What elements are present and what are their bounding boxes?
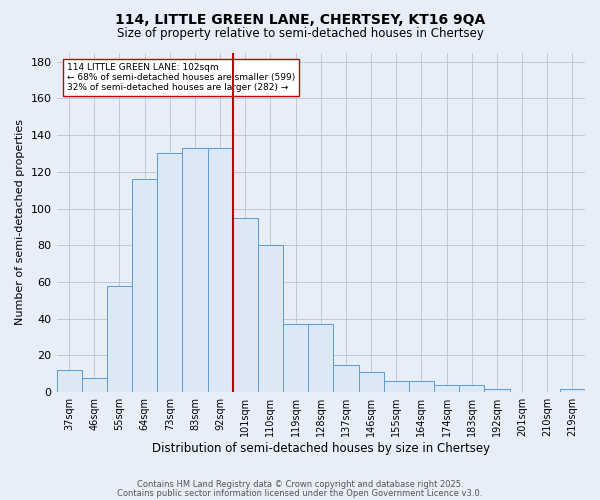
Text: Contains public sector information licensed under the Open Government Licence v3: Contains public sector information licen… (118, 488, 482, 498)
Bar (258, 246, 283, 392)
Bar (434, 385, 459, 392)
Text: Contains HM Land Registry data © Crown copyright and database right 2025.: Contains HM Land Registry data © Crown c… (137, 480, 463, 489)
Bar (560, 388, 585, 392)
Bar (107, 286, 132, 392)
Bar (308, 324, 334, 392)
Bar (283, 324, 308, 392)
Y-axis label: Number of semi-detached properties: Number of semi-detached properties (15, 120, 25, 326)
Bar (157, 154, 182, 392)
Bar (484, 388, 509, 392)
Bar (132, 179, 157, 392)
Bar (409, 381, 434, 392)
Bar (459, 385, 484, 392)
Bar (56, 370, 82, 392)
Bar (334, 364, 359, 392)
Text: Size of property relative to semi-detached houses in Chertsey: Size of property relative to semi-detach… (116, 28, 484, 40)
Text: 114, LITTLE GREEN LANE, CHERTSEY, KT16 9QA: 114, LITTLE GREEN LANE, CHERTSEY, KT16 9… (115, 12, 485, 26)
Bar (359, 372, 383, 392)
Bar (233, 218, 258, 392)
Text: 114 LITTLE GREEN LANE: 102sqm
← 68% of semi-detached houses are smaller (599)
32: 114 LITTLE GREEN LANE: 102sqm ← 68% of s… (67, 62, 295, 92)
Bar (82, 378, 107, 392)
Bar (383, 381, 409, 392)
X-axis label: Distribution of semi-detached houses by size in Chertsey: Distribution of semi-detached houses by … (152, 442, 490, 455)
Bar (182, 148, 208, 392)
Bar (208, 148, 233, 392)
